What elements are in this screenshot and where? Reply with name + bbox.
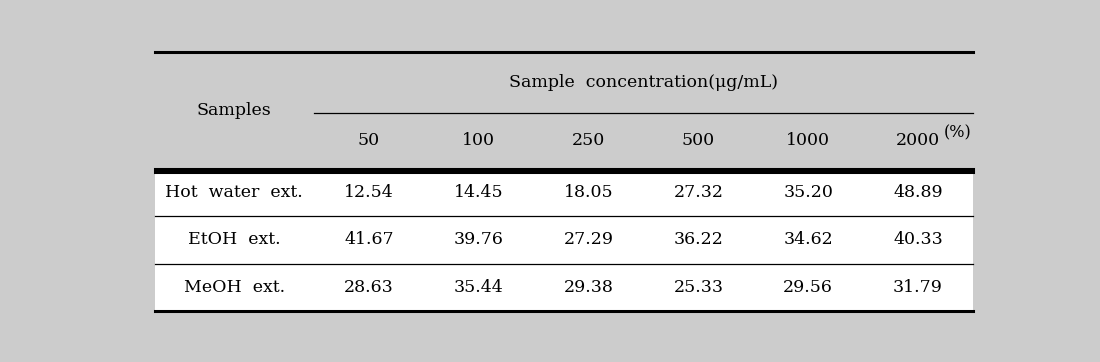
Text: 28.63: 28.63 (344, 279, 394, 296)
Text: 36.22: 36.22 (673, 231, 724, 248)
Text: 500: 500 (682, 132, 715, 150)
Text: 14.45: 14.45 (454, 184, 504, 201)
Text: 31.79: 31.79 (893, 279, 943, 296)
Text: Sample  concentration(μg/mL): Sample concentration(μg/mL) (509, 74, 778, 91)
Text: 25.33: 25.33 (673, 279, 724, 296)
Text: 29.38: 29.38 (563, 279, 614, 296)
Text: MeOH  ext.: MeOH ext. (184, 279, 285, 296)
Text: Hot  water  ext.: Hot water ext. (165, 184, 304, 201)
Text: 40.33: 40.33 (893, 231, 943, 248)
Text: 41.67: 41.67 (344, 231, 394, 248)
Text: 27.32: 27.32 (673, 184, 724, 201)
Bar (154, 52, 974, 169)
Bar (154, 264, 974, 311)
Text: Samples: Samples (197, 102, 272, 119)
Text: (%): (%) (944, 124, 971, 141)
Text: 39.76: 39.76 (454, 231, 504, 248)
Text: 250: 250 (572, 132, 605, 150)
Text: 48.89: 48.89 (893, 184, 943, 201)
Text: 29.56: 29.56 (783, 279, 833, 296)
Text: 35.20: 35.20 (783, 184, 833, 201)
Text: 1000: 1000 (786, 132, 830, 150)
Text: 35.44: 35.44 (454, 279, 504, 296)
Text: 50: 50 (358, 132, 381, 150)
Bar (154, 169, 974, 216)
Text: 18.05: 18.05 (564, 184, 614, 201)
Text: EtOH  ext.: EtOH ext. (188, 231, 280, 248)
Text: 100: 100 (462, 132, 495, 150)
Text: 27.29: 27.29 (563, 231, 614, 248)
Text: 34.62: 34.62 (783, 231, 833, 248)
Text: 12.54: 12.54 (344, 184, 394, 201)
Bar (154, 216, 974, 264)
Text: 2000: 2000 (896, 132, 940, 150)
